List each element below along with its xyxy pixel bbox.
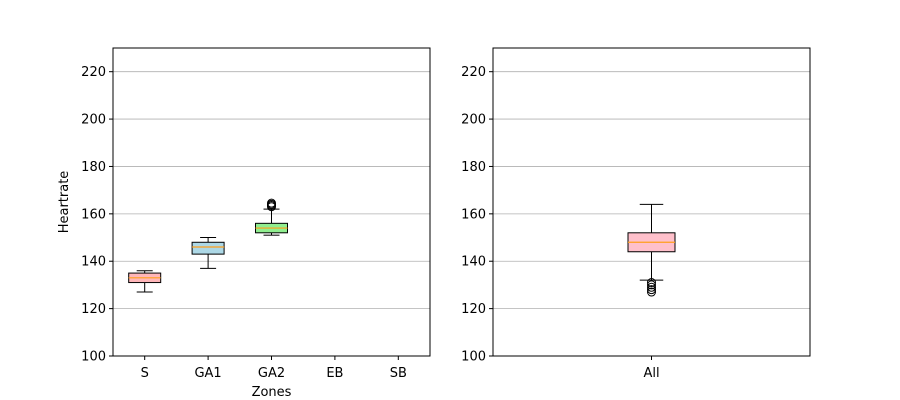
all-boxes: [627, 203, 676, 297]
zones-y-tick-label: 160: [81, 207, 106, 222]
zones-ga2-outlier-point: [267, 198, 276, 208]
zones-x-axis-label: Zones: [252, 385, 292, 400]
all-all-outlier-point: [647, 285, 656, 295]
zones-y-tick-label: 100: [81, 350, 106, 365]
zones-y-tick-label: 220: [81, 65, 106, 80]
zones-y-tick-label: 180: [81, 160, 106, 175]
all-all-box-group: [627, 203, 676, 297]
zones-y-tick-label: 140: [81, 255, 106, 270]
all-y-tick-label: 100: [461, 350, 486, 365]
zones-x-tick-label: S: [141, 366, 149, 381]
all-all-outlier-point: [647, 282, 656, 292]
zones-y-axis-label: Heartrate: [57, 171, 72, 234]
zones-x-ticks: S GA1 GA2 EB SB: [141, 356, 407, 381]
zones-boxes: [128, 198, 288, 293]
zones-ga2-box-group: [255, 198, 288, 236]
all-y-tick-label: 160: [461, 207, 486, 222]
zones-x-tick-label: GA1: [194, 366, 221, 381]
all-x-ticks: All: [643, 356, 660, 381]
all-boxplot-panel: 100 120 140 160 180 200 220 All: [461, 47, 811, 381]
all-all-outlier-point: [647, 280, 656, 290]
zones-x-tick-label: EB: [326, 366, 343, 381]
all-y-ticks: 100 120 140 160 180 200 220: [461, 65, 493, 365]
all-y-tick-label: 180: [461, 160, 486, 175]
zones-y-tick-label: 200: [81, 113, 106, 128]
zones-x-tick-label: SB: [390, 366, 407, 381]
zones-ga1-box-group: [191, 237, 225, 269]
all-all-outlier-point: [647, 278, 656, 288]
zones-y-ticks: 100 120 140 160 180 200 220: [81, 65, 113, 365]
zones-x-tick-label: GA2: [258, 366, 285, 381]
all-y-tick-label: 200: [461, 113, 486, 128]
zones-y-tick-label: 120: [81, 302, 106, 317]
all-all-outlier-point: [647, 287, 656, 297]
zones-s-box-group: [128, 270, 162, 293]
all-y-tick-label: 140: [461, 255, 486, 270]
all-y-tick-label: 220: [461, 65, 486, 80]
all-x-tick-label: All: [643, 366, 659, 381]
zones-ga1-box: [191, 241, 225, 255]
all-y-tick-label: 120: [461, 302, 486, 317]
